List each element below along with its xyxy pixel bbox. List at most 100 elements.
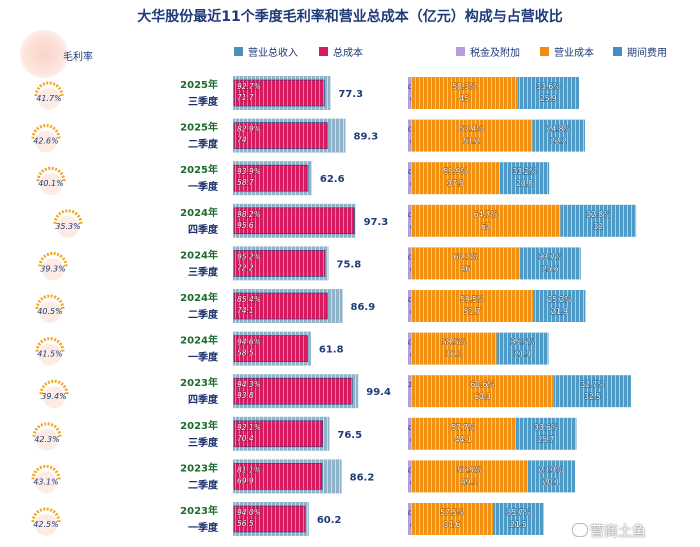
period-year-label: 2023年 xyxy=(180,461,218,474)
total-cost-ratio-label: 94.6% xyxy=(237,338,261,347)
operating-cost-segment xyxy=(411,119,533,152)
period-expense-value-label: 25.7 xyxy=(538,435,555,444)
period-expense-ratio-label: 25.2% xyxy=(548,295,572,304)
operating-cost-value-label: 63 xyxy=(481,222,491,231)
tax-segment xyxy=(408,247,411,280)
period-expense-segment xyxy=(553,375,631,408)
period-expense-value-label: 20.1 xyxy=(543,477,560,486)
gross-margin-value: 42.5% xyxy=(33,520,58,529)
tax-segment xyxy=(408,332,411,365)
total-cost-value-label: 56.5 xyxy=(237,519,254,528)
operating-cost-ratio-label: 60.7% xyxy=(454,252,478,261)
operating-cost-segment xyxy=(411,247,521,280)
total-cost-value-label: 58.5 xyxy=(237,349,254,358)
operating-cost-segment xyxy=(411,460,528,493)
period-year-label: 2023年 xyxy=(180,504,218,517)
revenue-value: 75.8 xyxy=(337,259,362,270)
gross-margin-value: 41.5% xyxy=(37,350,62,359)
total-cost-value-label: 72.2 xyxy=(237,263,254,272)
period-year-label: 2024年 xyxy=(180,291,218,304)
legend-tax-label: 税金及附加 xyxy=(470,48,520,59)
revenue-value: 86.9 xyxy=(350,302,375,313)
margin-badge-bg xyxy=(35,514,57,536)
gross-margin-value: 39.4% xyxy=(41,392,66,401)
period-quarter-label: 三季度 xyxy=(188,95,219,108)
gross-margin-value: 43.1% xyxy=(33,477,58,486)
legend-revenue-label: 营业总收入 xyxy=(248,48,298,59)
operating-cost-value-label: 45 xyxy=(460,94,470,103)
operating-cost-segment xyxy=(411,204,561,237)
operating-cost-ratio-label: 58.3% xyxy=(452,82,476,91)
total-cost-ratio-label: 94.3% xyxy=(237,380,261,389)
legend-period-expense: 期间费用 xyxy=(612,44,667,59)
operating-cost-value-label: 37.5 xyxy=(447,179,464,188)
total-cost-ratio-label: 93.9% xyxy=(237,167,261,176)
period-quarter-label: 一季度 xyxy=(188,351,219,364)
period-quarter-label: 二季度 xyxy=(188,478,219,491)
total-cost-value-label: 74.1 xyxy=(237,306,254,315)
period-year-label: 2025年 xyxy=(180,163,218,176)
period-expense-ratio-label: 33.2% xyxy=(513,167,537,176)
total-cost-ratio-label: 98.2% xyxy=(237,210,261,219)
period-quarter-label: 一季度 xyxy=(188,180,219,193)
period-year-label: 2023年 xyxy=(180,376,218,389)
margin-arc xyxy=(35,294,65,310)
total-cost-bar xyxy=(233,377,353,405)
gross-margin-value: 42.3% xyxy=(34,435,59,444)
period-expense-value-label: 25.9 xyxy=(540,94,557,103)
revenue-value: 61.8 xyxy=(319,345,344,356)
period-year-label: 2025年 xyxy=(180,121,218,134)
operating-cost-value-label: 34.6 xyxy=(444,520,461,529)
period-expense-value-label: 22.2 xyxy=(550,137,567,146)
operating-cost-value-label: 51.7 xyxy=(464,307,481,316)
operating-cost-ratio-label: 59.5% xyxy=(460,295,484,304)
margin-arc xyxy=(31,507,61,523)
total-cost-value-label: 95.6 xyxy=(237,221,254,230)
operating-cost-value-label: 60.3 xyxy=(474,392,491,401)
total-cost-value-label: 70.4 xyxy=(237,434,254,443)
chart-title: 大华股份最近11个季度毛利率和营业总成本（亿元）构成与占营收比 xyxy=(137,9,563,25)
period-quarter-label: 一季度 xyxy=(188,521,219,534)
period-year-label: 2023年 xyxy=(180,419,218,432)
period-year-label: 2024年 xyxy=(180,334,218,347)
legend-tax: 税金及附加 xyxy=(455,44,520,59)
legend-operating-cost: 营业成本 xyxy=(539,44,594,59)
operating-cost-value-label: 44.1 xyxy=(455,435,472,444)
period-year-label: 2025年 xyxy=(180,78,218,91)
gross-margin-value: 39.3% xyxy=(40,264,65,273)
period-expense-value-label: 21.5 xyxy=(510,520,527,529)
period-expense-value-label: 20.8 xyxy=(516,179,533,188)
watermark-text: 营商土鱼 xyxy=(590,524,646,540)
operating-cost-value-label: 36.1 xyxy=(445,350,462,359)
period-expense-segment xyxy=(493,503,544,535)
tax-segment xyxy=(408,460,411,493)
period-year-label: 2024年 xyxy=(180,206,218,219)
period-expense-segment xyxy=(517,77,580,109)
operating-cost-ratio-label: 57.7% xyxy=(451,423,475,432)
revenue-value: 60.2 xyxy=(317,515,342,526)
period-expense-segment xyxy=(496,332,549,365)
margin-badge-bg xyxy=(36,428,58,451)
period-expense-segment xyxy=(527,460,576,493)
total-cost-bar xyxy=(233,250,326,277)
period-expense-ratio-label: 23.3% xyxy=(539,465,563,474)
revenue-value: 97.3 xyxy=(364,217,389,228)
total-cost-value-label: 74 xyxy=(237,136,247,145)
period-quarter-label: 四季度 xyxy=(188,393,219,406)
operating-cost-segment xyxy=(411,417,516,450)
operating-cost-ratio-label: 59.9% xyxy=(444,167,468,176)
period-expense-segment xyxy=(499,162,550,195)
period-quarter-label: 四季度 xyxy=(188,223,219,236)
period-expense-ratio-label: 33.6% xyxy=(534,423,558,432)
gross-margin-header: 毛利率 xyxy=(63,52,93,63)
period-expense-segment xyxy=(533,290,586,322)
legend-tax-swatch xyxy=(455,46,466,57)
period-expense-segment xyxy=(560,204,637,237)
operating-cost-value-label: 51.2 xyxy=(463,137,480,146)
operating-cost-ratio-label: 57.4% xyxy=(460,125,484,134)
margin-arc xyxy=(31,124,61,139)
revenue-value: 77.3 xyxy=(338,89,363,100)
period-expense-value-label: 25.6 xyxy=(542,264,559,273)
total-cost-bar xyxy=(233,335,309,362)
total-cost-bar xyxy=(233,505,306,533)
